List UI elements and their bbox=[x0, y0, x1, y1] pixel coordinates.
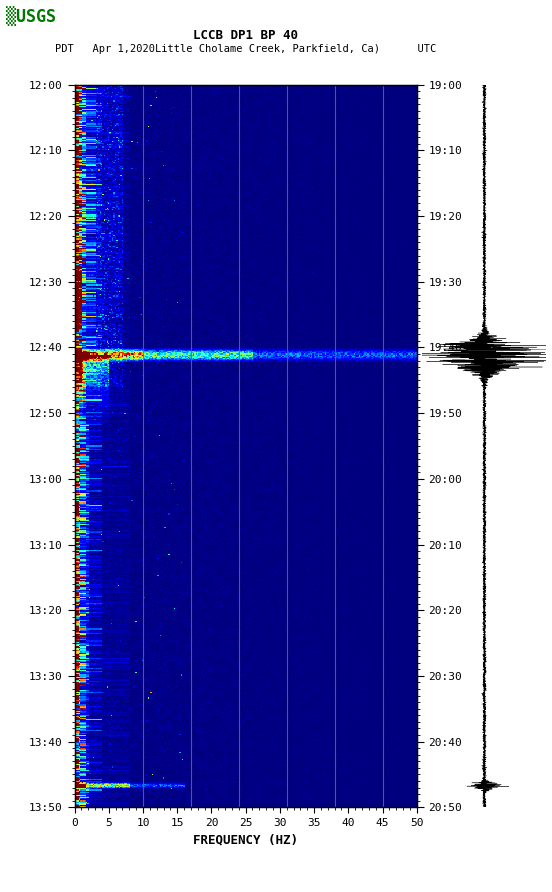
Text: ▒USGS: ▒USGS bbox=[6, 6, 56, 26]
X-axis label: FREQUENCY (HZ): FREQUENCY (HZ) bbox=[193, 833, 298, 847]
Text: PDT   Apr 1,2020Little Cholame Creek, Parkfield, Ca)      UTC: PDT Apr 1,2020Little Cholame Creek, Park… bbox=[55, 44, 436, 54]
Text: LCCB DP1 BP 40: LCCB DP1 BP 40 bbox=[193, 29, 298, 42]
